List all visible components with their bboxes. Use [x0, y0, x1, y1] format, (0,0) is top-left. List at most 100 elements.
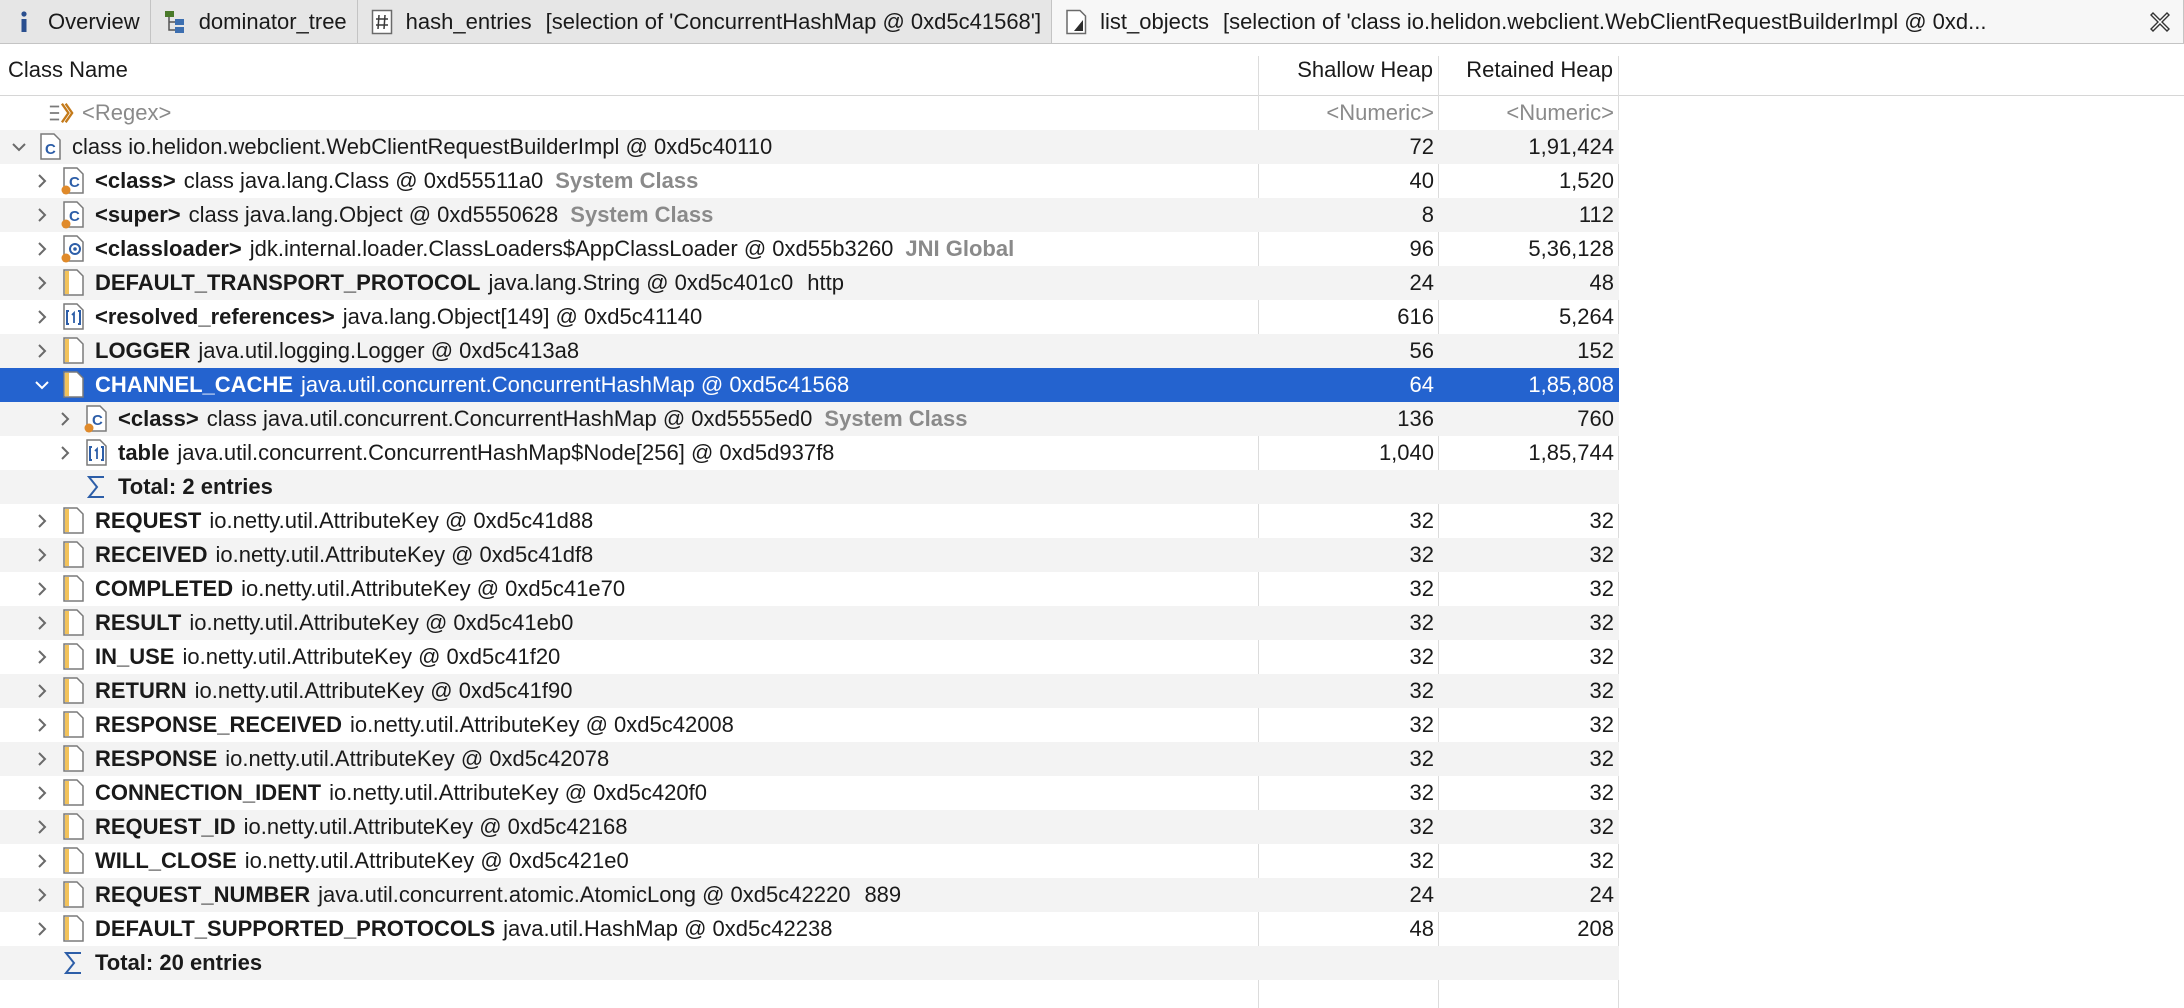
- table-row[interactable]: COMPLETED io.netty.util.AttributeKey @ 0x…: [0, 572, 1619, 606]
- table-row[interactable]: RESPONSE io.netty.util.AttributeKey @ 0xd…: [0, 742, 1619, 776]
- table-row[interactable]: REQUEST_ID io.netty.util.AttributeKey @ 0…: [0, 810, 1619, 844]
- sigma-icon: [84, 472, 110, 502]
- column-divider: [1618, 56, 1619, 1008]
- chevron-right-icon[interactable]: [31, 708, 53, 742]
- tab-label: hash_entries: [405, 9, 532, 34]
- object-label: class java.lang.Object @ 0xd5550628: [188, 202, 559, 227]
- column-header-class-name[interactable]: Class Name: [8, 57, 128, 82]
- class-name-cell: RESPONSE io.netty.util.AttributeKey @ 0xd…: [31, 742, 609, 776]
- chevron-down-icon[interactable]: [8, 130, 30, 164]
- class-name-cell: LOGGER java.util.logging.Logger @ 0xd5c41…: [31, 334, 579, 368]
- chevron-right-icon[interactable]: [54, 402, 76, 436]
- chevron-right-icon[interactable]: [31, 640, 53, 674]
- table-row[interactable]: CHANNEL_CACHE java.util.concurrent.Concur…: [0, 368, 1619, 402]
- object-icon: [61, 574, 87, 604]
- gc-root-tag: System Class: [824, 406, 968, 431]
- chevron-right-icon[interactable]: [31, 164, 53, 198]
- chevron-right-icon[interactable]: [31, 844, 53, 878]
- retained-heap-cell: 5,36,128: [1528, 236, 1614, 261]
- chevron-right-icon[interactable]: [31, 912, 53, 946]
- retained-heap-filter-input[interactable]: <Numeric>: [1506, 100, 1614, 125]
- retained-heap-cell: 112: [1578, 202, 1614, 227]
- class-name-cell: C <super> class java.lang.Object @ 0xd5550…: [31, 198, 713, 232]
- column-header-retained-heap[interactable]: Retained Heap: [1466, 57, 1613, 82]
- chevron-right-icon[interactable]: [31, 742, 53, 776]
- regex-filter-input[interactable]: <Regex>: [82, 100, 172, 125]
- chevron-right-icon[interactable]: [54, 436, 76, 470]
- chevron-right-icon[interactable]: [31, 300, 53, 334]
- table-row[interactable]: WILL_CLOSE io.netty.util.AttributeKey @ 0…: [0, 844, 1619, 878]
- shallow-heap-cell: 32: [1409, 678, 1434, 703]
- class-name-cell: RETURN io.netty.util.AttributeKey @ 0xd5c…: [31, 674, 572, 708]
- table-row[interactable]: RETURN io.netty.util.AttributeKey @ 0xd5c…: [0, 674, 1619, 708]
- chevron-right-icon[interactable]: [31, 504, 53, 538]
- shallow-heap-cell: 56: [1409, 338, 1434, 363]
- retained-heap-cell: 24: [1589, 882, 1614, 907]
- chevron-right-icon[interactable]: [31, 810, 53, 844]
- total-row[interactable]: Total: 2 entries: [0, 470, 1619, 504]
- table-row[interactable]: REQUEST io.netty.util.AttributeKey @ 0xd5…: [0, 504, 1619, 538]
- column-divider: [1258, 56, 1259, 1008]
- chevron-right-icon[interactable]: [31, 776, 53, 810]
- table-row[interactable]: C <class> class java.util.concurrent.Concu…: [0, 402, 1619, 436]
- field-name: RESULT: [95, 610, 182, 635]
- object-label: io.netty.util.AttributeKey @ 0xd5c42008: [349, 712, 734, 737]
- table-row[interactable]: table java.util.concurrent.ConcurrentHash…: [0, 436, 1619, 470]
- field-name: DEFAULT_TRANSPORT_PROTOCOL: [95, 270, 481, 295]
- table-row[interactable]: IN_USE io.netty.util.AttributeKey @ 0xd5c…: [0, 640, 1619, 674]
- column-header-shallow-heap[interactable]: Shallow Heap: [1297, 57, 1433, 82]
- chevron-right-icon[interactable]: [31, 266, 53, 300]
- table-row[interactable]: C <super> class java.lang.Object @ 0xd5550…: [0, 198, 1619, 232]
- chevron-right-icon[interactable]: [31, 606, 53, 640]
- shallow-heap-cell: 32: [1409, 576, 1434, 601]
- object-label: java.util.concurrent.ConcurrentHashMap @…: [301, 372, 850, 397]
- table-row[interactable]: DEFAULT_TRANSPORT_PROTOCOL java.lang.Stri…: [0, 266, 1619, 300]
- column-divider: [1438, 56, 1439, 1008]
- object-icon: [61, 370, 87, 400]
- chevron-right-icon[interactable]: [31, 674, 53, 708]
- table-row[interactable]: RESPONSE_RECEIVED io.netty.util.Attribute…: [0, 708, 1619, 742]
- table-row[interactable]: REQUEST_NUMBER java.util.concurrent.atomi…: [0, 878, 1619, 912]
- svg-text:C: C: [92, 412, 103, 429]
- chevron-right-icon[interactable]: [31, 572, 53, 606]
- shallow-heap-cell: 96: [1409, 236, 1434, 261]
- total-row[interactable]: Total: 20 entries: [0, 946, 1619, 980]
- table-row[interactable]: RECEIVED io.netty.util.AttributeKey @ 0xd…: [0, 538, 1619, 572]
- shallow-heap-filter-input[interactable]: <Numeric>: [1326, 100, 1434, 125]
- close-icon[interactable]: [2147, 9, 2173, 35]
- chevron-right-icon[interactable]: [31, 198, 53, 232]
- class-name-cell: DEFAULT_TRANSPORT_PROTOCOL java.lang.Stri…: [31, 266, 844, 300]
- field-name: DEFAULT_SUPPORTED_PROTOCOLS: [95, 916, 496, 941]
- shallow-heap-cell: 24: [1409, 270, 1434, 295]
- table-row[interactable]: CONNECTION_IDENT io.netty.util.AttributeK…: [0, 776, 1619, 810]
- class-name-cell: RECEIVED io.netty.util.AttributeKey @ 0xd…: [31, 538, 593, 572]
- chevron-right-icon[interactable]: [31, 538, 53, 572]
- table-row[interactable]: C <class> class java.lang.Class @ 0xd55511…: [0, 164, 1619, 198]
- table-row[interactable]: <classloader> jdk.internal.loader.ClassLo…: [0, 232, 1619, 266]
- object-label: java.lang.String @ 0xd5c401c0: [488, 270, 794, 295]
- tab-list-objects[interactable]: list_objects [selection of 'class io.hel…: [1052, 0, 2184, 43]
- object-label: java.util.HashMap @ 0xd5c42238: [503, 916, 833, 941]
- object-icon: [61, 676, 87, 706]
- retained-heap-cell: 32: [1589, 712, 1614, 737]
- tab-dominator-tree[interactable]: dominator_tree: [151, 0, 358, 43]
- tab-hash-entries[interactable]: hash_entries [selection of 'ConcurrentHa…: [358, 0, 1053, 43]
- chevron-right-icon[interactable]: [31, 878, 53, 912]
- table-row[interactable]: DEFAULT_SUPPORTED_PROTOCOLS java.util.Has…: [0, 912, 1619, 946]
- class-name-cell: REQUEST_ID io.netty.util.AttributeKey @ 0…: [31, 810, 628, 844]
- field-name: <classloader>: [95, 236, 242, 261]
- object-icon: [61, 914, 87, 944]
- class-name-cell: IN_USE io.netty.util.AttributeKey @ 0xd5c…: [31, 640, 560, 674]
- gc-root-tag: JNI Global: [905, 236, 1015, 261]
- chevron-down-icon[interactable]: [31, 368, 53, 402]
- chevron-right-icon[interactable]: [31, 232, 53, 266]
- tab-overview[interactable]: Overview: [0, 0, 151, 43]
- table-row[interactable]: LOGGER java.util.logging.Logger @ 0xd5c41…: [0, 334, 1619, 368]
- shallow-heap-cell: 48: [1409, 916, 1434, 941]
- field-name: <super>: [95, 202, 181, 227]
- table-row[interactable]: RESULT io.netty.util.AttributeKey @ 0xd5c…: [0, 606, 1619, 640]
- chevron-right-icon[interactable]: [31, 334, 53, 368]
- table-row[interactable]: <resolved_references> java.lang.Object[14…: [0, 300, 1619, 334]
